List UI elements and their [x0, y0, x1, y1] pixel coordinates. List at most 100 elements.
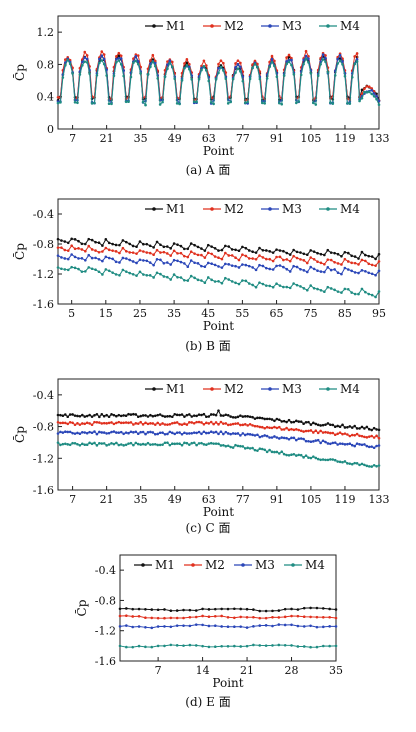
- data-point: [105, 432, 108, 435]
- data-point: [309, 72, 313, 75]
- data-point: [129, 430, 133, 434]
- data-point: [213, 607, 217, 611]
- data-point: [122, 444, 125, 447]
- data-point: [153, 432, 157, 436]
- data-point: [124, 431, 128, 434]
- y-axis-label: C̄p: [12, 426, 27, 443]
- data-point: [258, 281, 261, 284]
- data-point: [212, 413, 215, 416]
- data-point: [117, 420, 121, 424]
- data-point: [179, 276, 183, 279]
- data-point: [136, 442, 140, 446]
- data-point: [329, 423, 332, 427]
- data-point: [202, 59, 206, 63]
- data-point: [175, 442, 179, 445]
- data-point: [350, 426, 354, 429]
- data-point: [134, 430, 138, 434]
- data-point: [377, 103, 381, 107]
- data-point: [305, 253, 309, 257]
- data-point: [305, 270, 309, 274]
- data-point: [205, 64, 208, 67]
- data-point: [316, 260, 319, 264]
- data-point: [129, 75, 133, 79]
- legend-swatch-marker: [152, 24, 156, 28]
- data-point: [283, 607, 287, 611]
- data-point: [365, 464, 369, 468]
- data-point: [206, 243, 210, 247]
- data-point: [299, 285, 302, 288]
- data-point: [100, 431, 104, 434]
- data-point: [253, 448, 257, 452]
- data-point: [290, 56, 293, 60]
- data-point: [353, 55, 356, 58]
- data-point: [338, 460, 342, 464]
- data-point: [251, 266, 254, 269]
- data-point: [186, 279, 190, 282]
- data-point: [185, 423, 189, 426]
- data-point: [136, 415, 140, 419]
- data-point: [302, 252, 306, 256]
- data-point: [305, 288, 309, 292]
- data-point: [261, 282, 265, 286]
- data-point: [346, 251, 350, 255]
- data-point: [263, 448, 267, 452]
- data-point: [290, 63, 293, 67]
- data-point: [145, 251, 149, 254]
- data-point: [251, 283, 254, 287]
- data-point: [278, 101, 281, 105]
- data-point: [241, 445, 245, 448]
- data-point: [358, 434, 361, 438]
- data-point: [304, 454, 308, 457]
- data-point: [299, 453, 303, 457]
- data-point: [297, 420, 301, 423]
- data-point: [131, 645, 135, 649]
- data-point: [118, 251, 121, 255]
- data-point: [252, 643, 255, 647]
- data-point: [107, 269, 111, 273]
- data-point: [360, 92, 364, 95]
- data-point: [220, 266, 224, 269]
- data-point: [124, 100, 128, 104]
- data-point: [365, 425, 369, 429]
- data-point: [56, 237, 60, 241]
- data-point: [214, 413, 218, 417]
- data-point: [280, 450, 284, 454]
- data-point: [205, 421, 208, 425]
- data-point: [63, 248, 67, 252]
- data-point: [152, 246, 155, 249]
- legend-item-M4: M4: [284, 558, 325, 572]
- data-point: [258, 254, 261, 257]
- data-point: [234, 443, 237, 447]
- data-point: [101, 259, 104, 263]
- data-point: [236, 62, 240, 66]
- data-point: [236, 415, 240, 419]
- data-point: [305, 261, 309, 265]
- data-point: [169, 616, 173, 620]
- data-point: [229, 100, 232, 104]
- data-point: [193, 261, 196, 265]
- data-point: [314, 456, 318, 460]
- data-point: [172, 258, 176, 262]
- data-point: [336, 432, 339, 436]
- data-point: [81, 430, 84, 434]
- data-point: [125, 249, 128, 253]
- data-point: [353, 261, 357, 265]
- data-point: [247, 282, 251, 285]
- data-point: [237, 282, 241, 286]
- data-point: [112, 430, 116, 433]
- data-point: [254, 251, 258, 254]
- data-point: [295, 419, 298, 423]
- data-point: [193, 243, 196, 247]
- data-point: [275, 255, 278, 259]
- series-M2: [118, 614, 338, 620]
- data-point: [365, 444, 369, 448]
- data-point: [56, 420, 60, 424]
- data-point: [207, 442, 211, 445]
- data-point: [220, 625, 223, 628]
- data-point: [213, 280, 217, 283]
- data-point: [117, 443, 121, 447]
- data-point: [258, 624, 262, 627]
- data-point: [302, 456, 305, 459]
- data-point: [93, 420, 96, 424]
- data-point: [183, 66, 186, 70]
